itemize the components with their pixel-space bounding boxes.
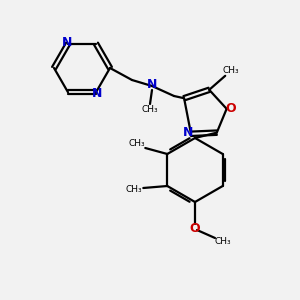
Text: O: O: [225, 102, 236, 115]
Text: CH₃: CH₃: [126, 185, 142, 194]
Text: O: O: [190, 223, 200, 236]
Text: N: N: [183, 126, 193, 139]
Text: CH₃: CH₃: [129, 140, 146, 148]
Text: N: N: [147, 79, 157, 92]
Text: CH₃: CH₃: [215, 236, 231, 245]
Text: N: N: [62, 36, 72, 49]
Text: CH₃: CH₃: [223, 66, 239, 75]
Text: N: N: [92, 87, 102, 100]
Text: CH₃: CH₃: [142, 104, 158, 113]
